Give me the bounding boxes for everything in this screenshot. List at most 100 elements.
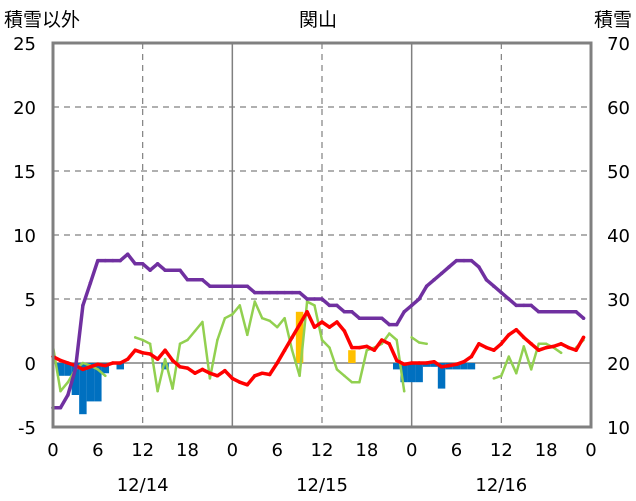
bar — [415, 363, 423, 383]
data-point — [298, 374, 301, 378]
bar — [79, 363, 87, 415]
data-point — [425, 342, 428, 346]
data-point — [305, 297, 309, 301]
data-point — [290, 335, 294, 340]
data-point — [327, 325, 332, 329]
data-point — [335, 320, 339, 324]
data-point — [536, 310, 541, 314]
data-point — [96, 368, 100, 371]
x-tick-label: 12 — [311, 440, 334, 461]
data-point — [245, 284, 250, 288]
x-tick-label: 18 — [535, 440, 558, 461]
data-point — [574, 310, 578, 314]
data-point — [148, 352, 152, 356]
data-point — [581, 316, 586, 320]
data-point — [536, 348, 541, 352]
right-tick-label: 60 — [607, 98, 630, 119]
data-point — [477, 342, 481, 346]
data-point — [499, 342, 504, 346]
right-tick-label: 70 — [607, 34, 630, 55]
bar — [437, 363, 446, 389]
data-point — [492, 348, 496, 352]
x-tick-label: 6 — [271, 440, 282, 461]
left-tick-label: 5 — [25, 290, 36, 311]
x-tick-label: 0 — [406, 440, 417, 461]
data-point — [365, 316, 369, 320]
data-point — [201, 320, 204, 324]
data-point — [350, 310, 354, 314]
data-point — [230, 284, 235, 288]
data-point — [185, 278, 190, 282]
x-tick-label: 0 — [227, 440, 238, 461]
data-point — [163, 357, 167, 361]
data-point — [231, 313, 234, 316]
data-point — [238, 304, 242, 307]
data-point — [193, 278, 197, 282]
data-point — [253, 300, 256, 303]
bar — [430, 363, 438, 367]
data-point — [417, 361, 421, 365]
series-line — [51, 252, 586, 410]
data-point — [297, 322, 302, 327]
data-point — [200, 278, 205, 282]
data-point — [58, 358, 63, 363]
data-point — [462, 359, 466, 364]
data-point — [111, 258, 115, 263]
data-point — [566, 310, 571, 314]
bar — [400, 363, 408, 383]
left-tick-label: 20 — [13, 98, 36, 119]
data-point — [253, 290, 257, 295]
date-label: 12/15 — [296, 475, 348, 496]
data-point — [275, 325, 279, 329]
data-point — [96, 258, 100, 263]
data-point — [395, 338, 398, 342]
data-point — [208, 371, 212, 375]
data-point — [178, 342, 182, 346]
data-point — [170, 268, 175, 272]
bar — [71, 363, 80, 395]
data-point — [559, 310, 563, 314]
data-point — [267, 372, 272, 377]
x-tick-label: 12 — [490, 440, 513, 461]
data-point — [469, 258, 474, 263]
data-point — [290, 348, 294, 352]
data-point — [238, 380, 242, 384]
data-point — [260, 371, 264, 375]
data-point — [104, 374, 107, 378]
data-point — [178, 365, 182, 369]
data-point — [178, 268, 182, 272]
data-point — [432, 278, 436, 282]
data-point — [439, 365, 444, 369]
data-point — [380, 316, 384, 320]
data-point — [559, 351, 563, 355]
data-point — [514, 327, 519, 332]
bar — [460, 363, 468, 370]
data-point — [290, 290, 294, 295]
data-point — [335, 368, 339, 371]
data-point — [140, 351, 145, 355]
data-point — [388, 332, 391, 335]
chart-title: 関山 — [299, 9, 337, 31]
data-point — [417, 297, 421, 301]
bar — [392, 363, 401, 370]
left-tick-label: 15 — [13, 162, 36, 183]
data-point — [447, 363, 451, 368]
data-point — [327, 303, 332, 308]
left-axis-title: 積雪以外 — [4, 9, 80, 31]
data-point — [313, 304, 316, 307]
x-tick-label: 18 — [355, 440, 378, 461]
data-point — [454, 362, 459, 367]
data-point — [335, 303, 339, 308]
data-point — [522, 303, 526, 308]
plot-frame — [51, 41, 593, 429]
data-point — [551, 344, 556, 349]
right-axis-title: 積雪 — [594, 9, 632, 31]
data-point — [484, 278, 489, 282]
data-point — [81, 303, 85, 308]
data-point — [417, 341, 421, 344]
series-line — [492, 342, 563, 380]
data-point — [454, 258, 459, 263]
left-tick-label: 10 — [13, 226, 36, 247]
data-point — [507, 297, 511, 301]
bar — [94, 363, 102, 402]
